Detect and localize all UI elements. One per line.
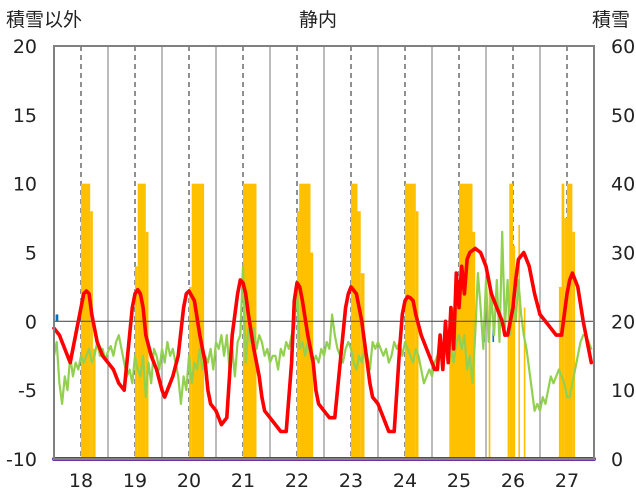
dewpoint-line <box>52 230 593 412</box>
left-tick-label: -5 <box>18 380 37 402</box>
right-tick-label: 60 <box>611 36 635 58</box>
labels-layer: -10 -5 0 5 10 15 20 0 10 20 30 40 50 60 18 19 20 21 22 23 24… <box>6 36 635 492</box>
right-tick-label: 30 <box>611 243 635 265</box>
plot-frame <box>53 45 595 460</box>
axes-layer <box>53 45 595 460</box>
sunshine-bar <box>518 224 521 459</box>
sunshine-bar <box>564 218 567 459</box>
right-tick-label: 40 <box>611 174 635 196</box>
x-tick-label: 27 <box>555 470 579 492</box>
sunshine-bar <box>572 231 576 459</box>
left-tick-label: 15 <box>13 105 37 127</box>
precip-bar <box>55 314 59 322</box>
right-tick-label: 0 <box>611 449 623 471</box>
temperature-line <box>52 246 594 434</box>
right-axis-label: 積雪 <box>592 9 630 31</box>
right-tick-label: 20 <box>611 311 635 333</box>
left-tick-label: 5 <box>25 243 37 265</box>
left-tick-label: 10 <box>13 174 37 196</box>
sunshine-bar <box>513 245 516 459</box>
sunshine-bar <box>507 293 510 459</box>
x-tick-label: 25 <box>447 470 471 492</box>
sunshine-bar <box>360 273 365 459</box>
sunshine-bar <box>415 211 419 459</box>
sunshine-bar <box>488 286 491 459</box>
x-tick-label: 26 <box>501 470 525 492</box>
sunshine-bar <box>523 307 526 459</box>
x-tick-label: 19 <box>123 470 147 492</box>
sunshine-bar <box>357 211 361 459</box>
x-tick-label: 21 <box>231 470 255 492</box>
sunshine-bar <box>449 307 459 459</box>
x-tick-label: 24 <box>393 470 417 492</box>
left-axis-label: 積雪以外 <box>6 9 82 31</box>
right-tick-label: 50 <box>611 105 635 127</box>
x-tick-label: 18 <box>69 470 93 492</box>
sunshine-bar <box>92 348 96 459</box>
x-tick-label: 23 <box>339 470 363 492</box>
right-tick-label: 10 <box>611 380 635 402</box>
sunshine-bar <box>90 211 93 459</box>
left-tick-label: 20 <box>13 36 37 58</box>
x-tick-label: 22 <box>285 470 309 492</box>
x-tick-label: 20 <box>177 470 201 492</box>
chart-title: 静内 <box>299 9 337 31</box>
left-tick-label: 0 <box>25 311 37 333</box>
left-tick-label: -10 <box>6 449 37 471</box>
